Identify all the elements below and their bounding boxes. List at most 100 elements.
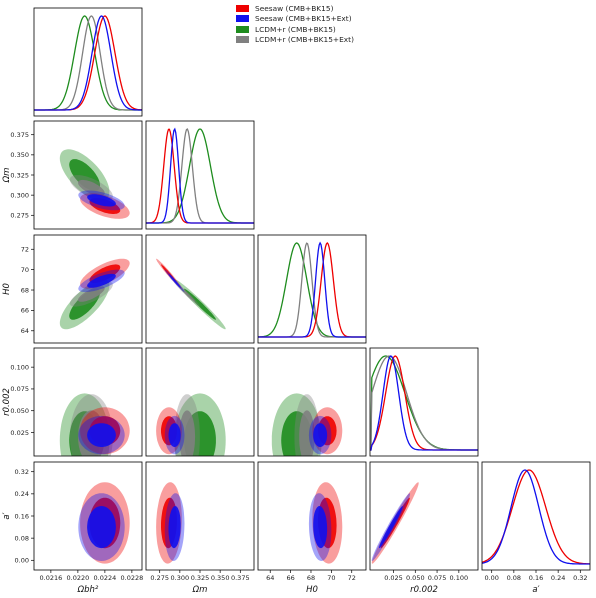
contour-68 bbox=[87, 194, 116, 207]
y-tick-label: 0.350 bbox=[10, 151, 29, 159]
contour-68 bbox=[87, 423, 116, 447]
y-tick-label: 0.24 bbox=[15, 490, 29, 498]
legend-entry: LCDM+r (CMB+BK15) bbox=[236, 24, 368, 35]
panel-plot-area bbox=[258, 241, 366, 338]
x-tick-label: 0.0228 bbox=[121, 574, 144, 582]
y-tick-label: 0.300 bbox=[10, 191, 29, 199]
x-tick-label: 0.300 bbox=[171, 574, 190, 582]
x-tick-label: 0.100 bbox=[450, 574, 469, 582]
y-tick-label: 68 bbox=[21, 286, 29, 294]
x-tick-label: 0.08 bbox=[507, 574, 521, 582]
x-tick-label: 0.24 bbox=[551, 574, 565, 582]
x-tick-label: 0.0220 bbox=[67, 574, 90, 582]
panel-frame bbox=[257, 234, 367, 344]
x-tick-label: 0.32 bbox=[573, 574, 587, 582]
x-tick-label: 0.325 bbox=[191, 574, 210, 582]
contour-68 bbox=[179, 410, 196, 456]
panel-plot-area bbox=[59, 258, 130, 330]
marginal-curve bbox=[482, 469, 590, 565]
x-tick-label: 0.075 bbox=[428, 574, 447, 582]
x-tick-label: 0.025 bbox=[384, 574, 403, 582]
contour-68 bbox=[168, 423, 181, 447]
y-tick-label: 0.32 bbox=[15, 468, 29, 476]
panel-frame bbox=[33, 347, 143, 457]
y-tick-label: 64 bbox=[21, 327, 29, 335]
panel-plot-area bbox=[156, 393, 226, 456]
x-tick-label: 72 bbox=[348, 574, 356, 582]
y-tick-label: 0.025 bbox=[10, 429, 29, 437]
contour-68 bbox=[168, 506, 181, 549]
panel-frame bbox=[33, 7, 143, 117]
panel-plot-area bbox=[370, 355, 478, 451]
contour-68 bbox=[179, 286, 196, 302]
y-tick-label: 72 bbox=[21, 246, 29, 254]
panel-frame bbox=[369, 461, 479, 571]
contour-68 bbox=[78, 179, 105, 196]
y-tick-label: 0.375 bbox=[10, 131, 29, 139]
y-axis-label: H0 bbox=[2, 283, 12, 295]
x-tick-label: 0.0216 bbox=[40, 574, 63, 582]
panel-plot-area bbox=[271, 393, 343, 456]
y-tick-label: 0.075 bbox=[10, 385, 29, 393]
x-axis-label: a′ bbox=[532, 585, 539, 595]
x-tick-label: 0.375 bbox=[231, 574, 250, 582]
legend-swatch bbox=[236, 25, 249, 33]
legend-label: LCDM+r (CMB+BK15+Ext) bbox=[255, 35, 354, 45]
x-axis-label: Ωm bbox=[192, 585, 208, 595]
panel-plot-area bbox=[308, 482, 343, 564]
x-tick-label: 68 bbox=[307, 574, 315, 582]
panel-frame bbox=[257, 347, 367, 457]
contour-68 bbox=[379, 506, 403, 549]
y-axis-label: r0.002 bbox=[2, 388, 12, 416]
y-tick-label: 66 bbox=[21, 307, 29, 315]
panel-frame bbox=[145, 120, 255, 230]
panel-frame bbox=[145, 234, 255, 344]
marginal-curve bbox=[34, 15, 142, 111]
y-tick-label: 70 bbox=[21, 266, 29, 274]
legend-label: Seesaw (CMB+BK15) bbox=[255, 3, 334, 13]
contour-68 bbox=[313, 423, 328, 447]
legend-swatch bbox=[236, 36, 249, 44]
panel-plot-area bbox=[78, 482, 130, 564]
x-tick-label: 0.275 bbox=[150, 574, 169, 582]
marginal-curve bbox=[146, 127, 254, 224]
panel-plot-area bbox=[146, 127, 254, 224]
x-tick-label: 66 bbox=[286, 574, 294, 582]
y-tick-label: 0.325 bbox=[10, 171, 29, 179]
contour-68 bbox=[313, 506, 328, 549]
x-axis-label: H0 bbox=[306, 585, 318, 595]
contour-68 bbox=[87, 273, 116, 288]
panel-frame bbox=[369, 347, 479, 457]
marginal-curve bbox=[258, 242, 366, 338]
x-axis-label: r0.002 bbox=[410, 585, 438, 595]
y-tick-label: 0.08 bbox=[15, 534, 29, 542]
y-tick-label: 0.16 bbox=[15, 512, 29, 520]
y-axis-label: a′ bbox=[2, 512, 12, 519]
legend-swatch bbox=[236, 4, 249, 12]
y-tick-label: 0.050 bbox=[10, 407, 29, 415]
y-tick-label: 0.100 bbox=[10, 363, 29, 371]
legend-entry: Seesaw (CMB+BK15) bbox=[236, 3, 368, 14]
x-tick-label: 0.350 bbox=[211, 574, 230, 582]
y-tick-label: 0.00 bbox=[15, 557, 29, 565]
panel-plot-area bbox=[59, 149, 130, 219]
marginal-curve bbox=[258, 242, 366, 338]
x-tick-label: 0.0224 bbox=[94, 574, 117, 582]
contour-68 bbox=[78, 286, 105, 302]
legend-label: Seesaw (CMB+BK15+Ext) bbox=[255, 14, 352, 24]
panel-plot-area bbox=[156, 258, 226, 330]
legend: Seesaw (CMB+BK15) Seesaw (CMB+BK15+Ext) … bbox=[236, 3, 368, 45]
panel-frame bbox=[145, 347, 255, 457]
legend-swatch bbox=[236, 15, 249, 23]
x-tick-label: 0.16 bbox=[529, 574, 543, 582]
panel-plot-area bbox=[482, 469, 590, 565]
marginal-curve bbox=[34, 15, 142, 111]
panel-plot-area bbox=[371, 482, 419, 564]
marginal-curve bbox=[34, 15, 142, 111]
x-tick-label: 70 bbox=[327, 574, 335, 582]
panel-plot-area bbox=[34, 15, 142, 111]
panel-plot-area bbox=[59, 393, 130, 456]
legend-entry: LCDM+r (CMB+BK15+Ext) bbox=[236, 35, 368, 46]
panel-frame bbox=[257, 461, 367, 571]
